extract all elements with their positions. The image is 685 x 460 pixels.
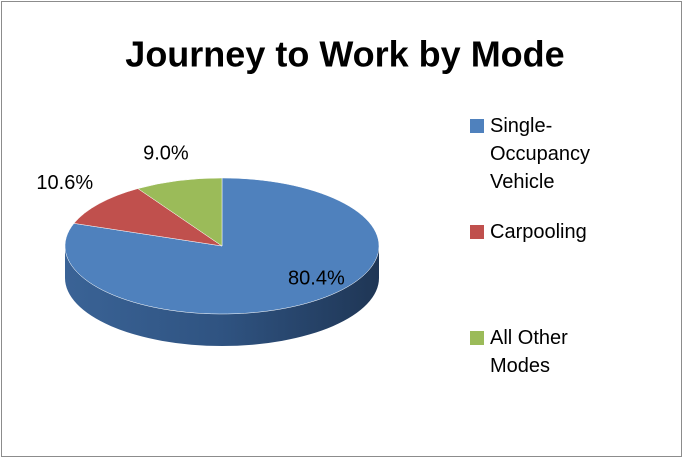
data-label: 9.0%	[143, 143, 189, 165]
legend-item: All Other Modes	[470, 324, 610, 380]
pie-slice-side	[65, 246, 379, 346]
pie-slice	[64, 177, 380, 315]
legend-label: Single-Occupancy Vehicle	[490, 115, 591, 193]
legend-item: Single-Occupancy Vehicle	[470, 112, 610, 196]
legend-swatch	[470, 119, 484, 133]
legend-label: All Other Modes	[490, 327, 568, 377]
legend-item: Carpooling	[470, 218, 610, 246]
legend-swatch	[470, 225, 484, 239]
pie-slice	[73, 188, 223, 247]
data-label: 80.4%	[288, 268, 345, 290]
legend-swatch	[470, 331, 484, 345]
data-label: 10.6%	[36, 172, 93, 194]
pie-slice	[137, 177, 223, 247]
legend-label: Carpooling	[490, 221, 587, 243]
chart-title: Journey to Work by Mode	[125, 34, 564, 75]
